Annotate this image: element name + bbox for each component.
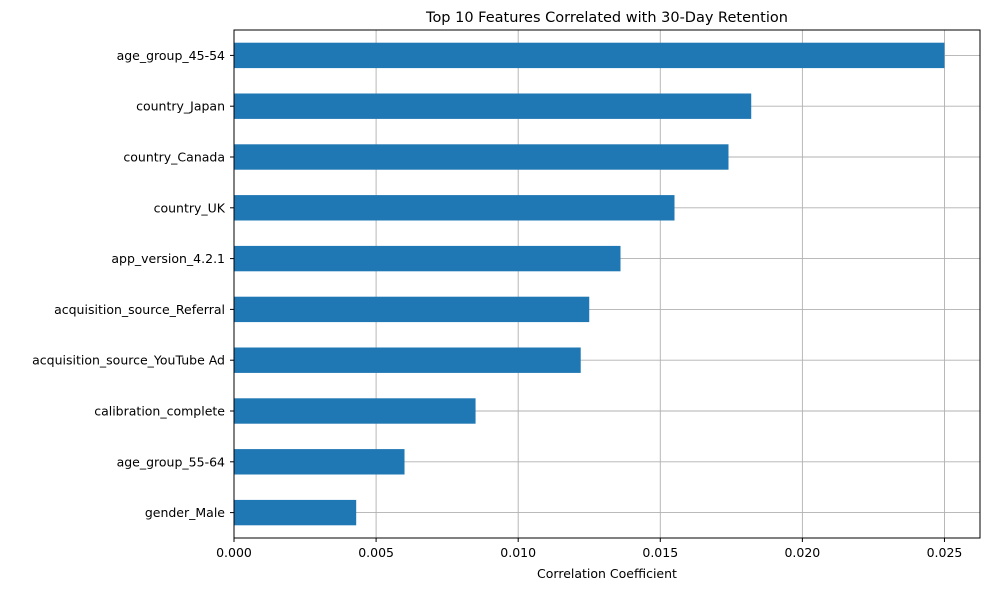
bar [234,347,581,373]
x-tick-label: 0.015 [642,545,678,560]
y-tick-label: age_group_55-64 [117,454,225,469]
y-tick-label: gender_Male [145,505,225,520]
x-tick-label: 0.020 [784,545,820,560]
y-tick-label: country_Japan [136,99,225,114]
x-axis-label: Correlation Coefficient [537,566,677,581]
x-axis-ticks: 0.000 0.005 0.010 0.015 0.020 0.025 [216,538,962,560]
y-tick-label: app_version_4.2.1 [111,251,225,266]
x-tick-label: 0.025 [927,545,963,560]
bar [234,398,476,424]
bar [234,195,675,221]
bar [234,245,621,272]
bar [234,93,752,119]
y-tick-label: country_Canada [123,150,225,165]
x-tick-label: 0.005 [358,545,394,560]
bar [234,499,357,526]
y-tick-label: calibration_complete [94,404,225,419]
y-tick-label: country_UK [154,200,226,215]
y-tick-label: acquisition_source_Referral [54,302,225,317]
plot-frame [233,29,981,539]
bars [234,42,945,526]
bar [234,449,405,475]
bar [234,42,945,69]
bar [234,144,729,170]
y-tick-label: age_group_45-54 [117,48,225,63]
y-axis-ticks: age_group_45-54 country_Japan country_Cana… [32,48,234,520]
bar [234,296,590,323]
y-tick-label: acquisition_source_YouTube Ad [32,353,225,368]
x-tick-label: 0.000 [216,545,252,560]
x-tick-label: 0.010 [500,545,536,560]
chart-title: Top 10 Features Correlated with 30-Day R… [425,10,788,26]
